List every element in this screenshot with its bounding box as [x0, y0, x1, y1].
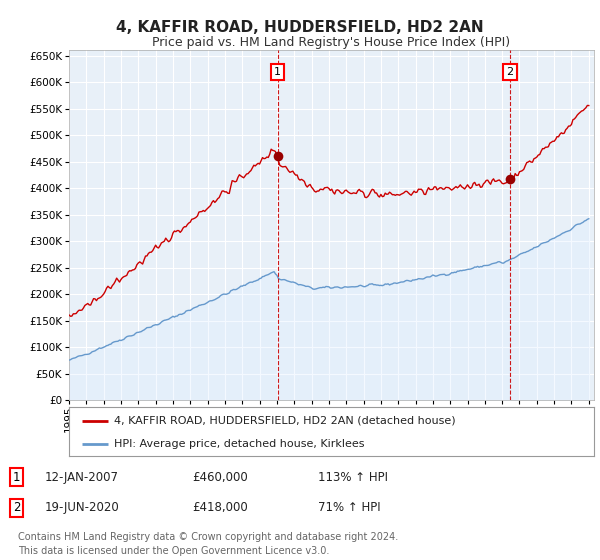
Text: 19-JUN-2020: 19-JUN-2020 — [45, 501, 120, 515]
Text: Contains HM Land Registry data © Crown copyright and database right 2024.
This d: Contains HM Land Registry data © Crown c… — [18, 533, 398, 556]
Text: 12-JAN-2007: 12-JAN-2007 — [45, 470, 119, 484]
Text: 4, KAFFIR ROAD, HUDDERSFIELD, HD2 2AN (detached house): 4, KAFFIR ROAD, HUDDERSFIELD, HD2 2AN (d… — [113, 416, 455, 426]
Text: 113% ↑ HPI: 113% ↑ HPI — [318, 470, 388, 484]
Text: 1: 1 — [13, 470, 20, 484]
Text: 4, KAFFIR ROAD, HUDDERSFIELD, HD2 2AN: 4, KAFFIR ROAD, HUDDERSFIELD, HD2 2AN — [116, 20, 484, 35]
Title: Price paid vs. HM Land Registry's House Price Index (HPI): Price paid vs. HM Land Registry's House … — [152, 36, 511, 49]
Text: 1: 1 — [274, 67, 281, 77]
Text: 71% ↑ HPI: 71% ↑ HPI — [318, 501, 380, 515]
Text: HPI: Average price, detached house, Kirklees: HPI: Average price, detached house, Kirk… — [113, 439, 364, 449]
Text: £418,000: £418,000 — [192, 501, 248, 515]
Text: 2: 2 — [13, 501, 20, 515]
Text: 2: 2 — [506, 67, 514, 77]
Text: £460,000: £460,000 — [192, 470, 248, 484]
